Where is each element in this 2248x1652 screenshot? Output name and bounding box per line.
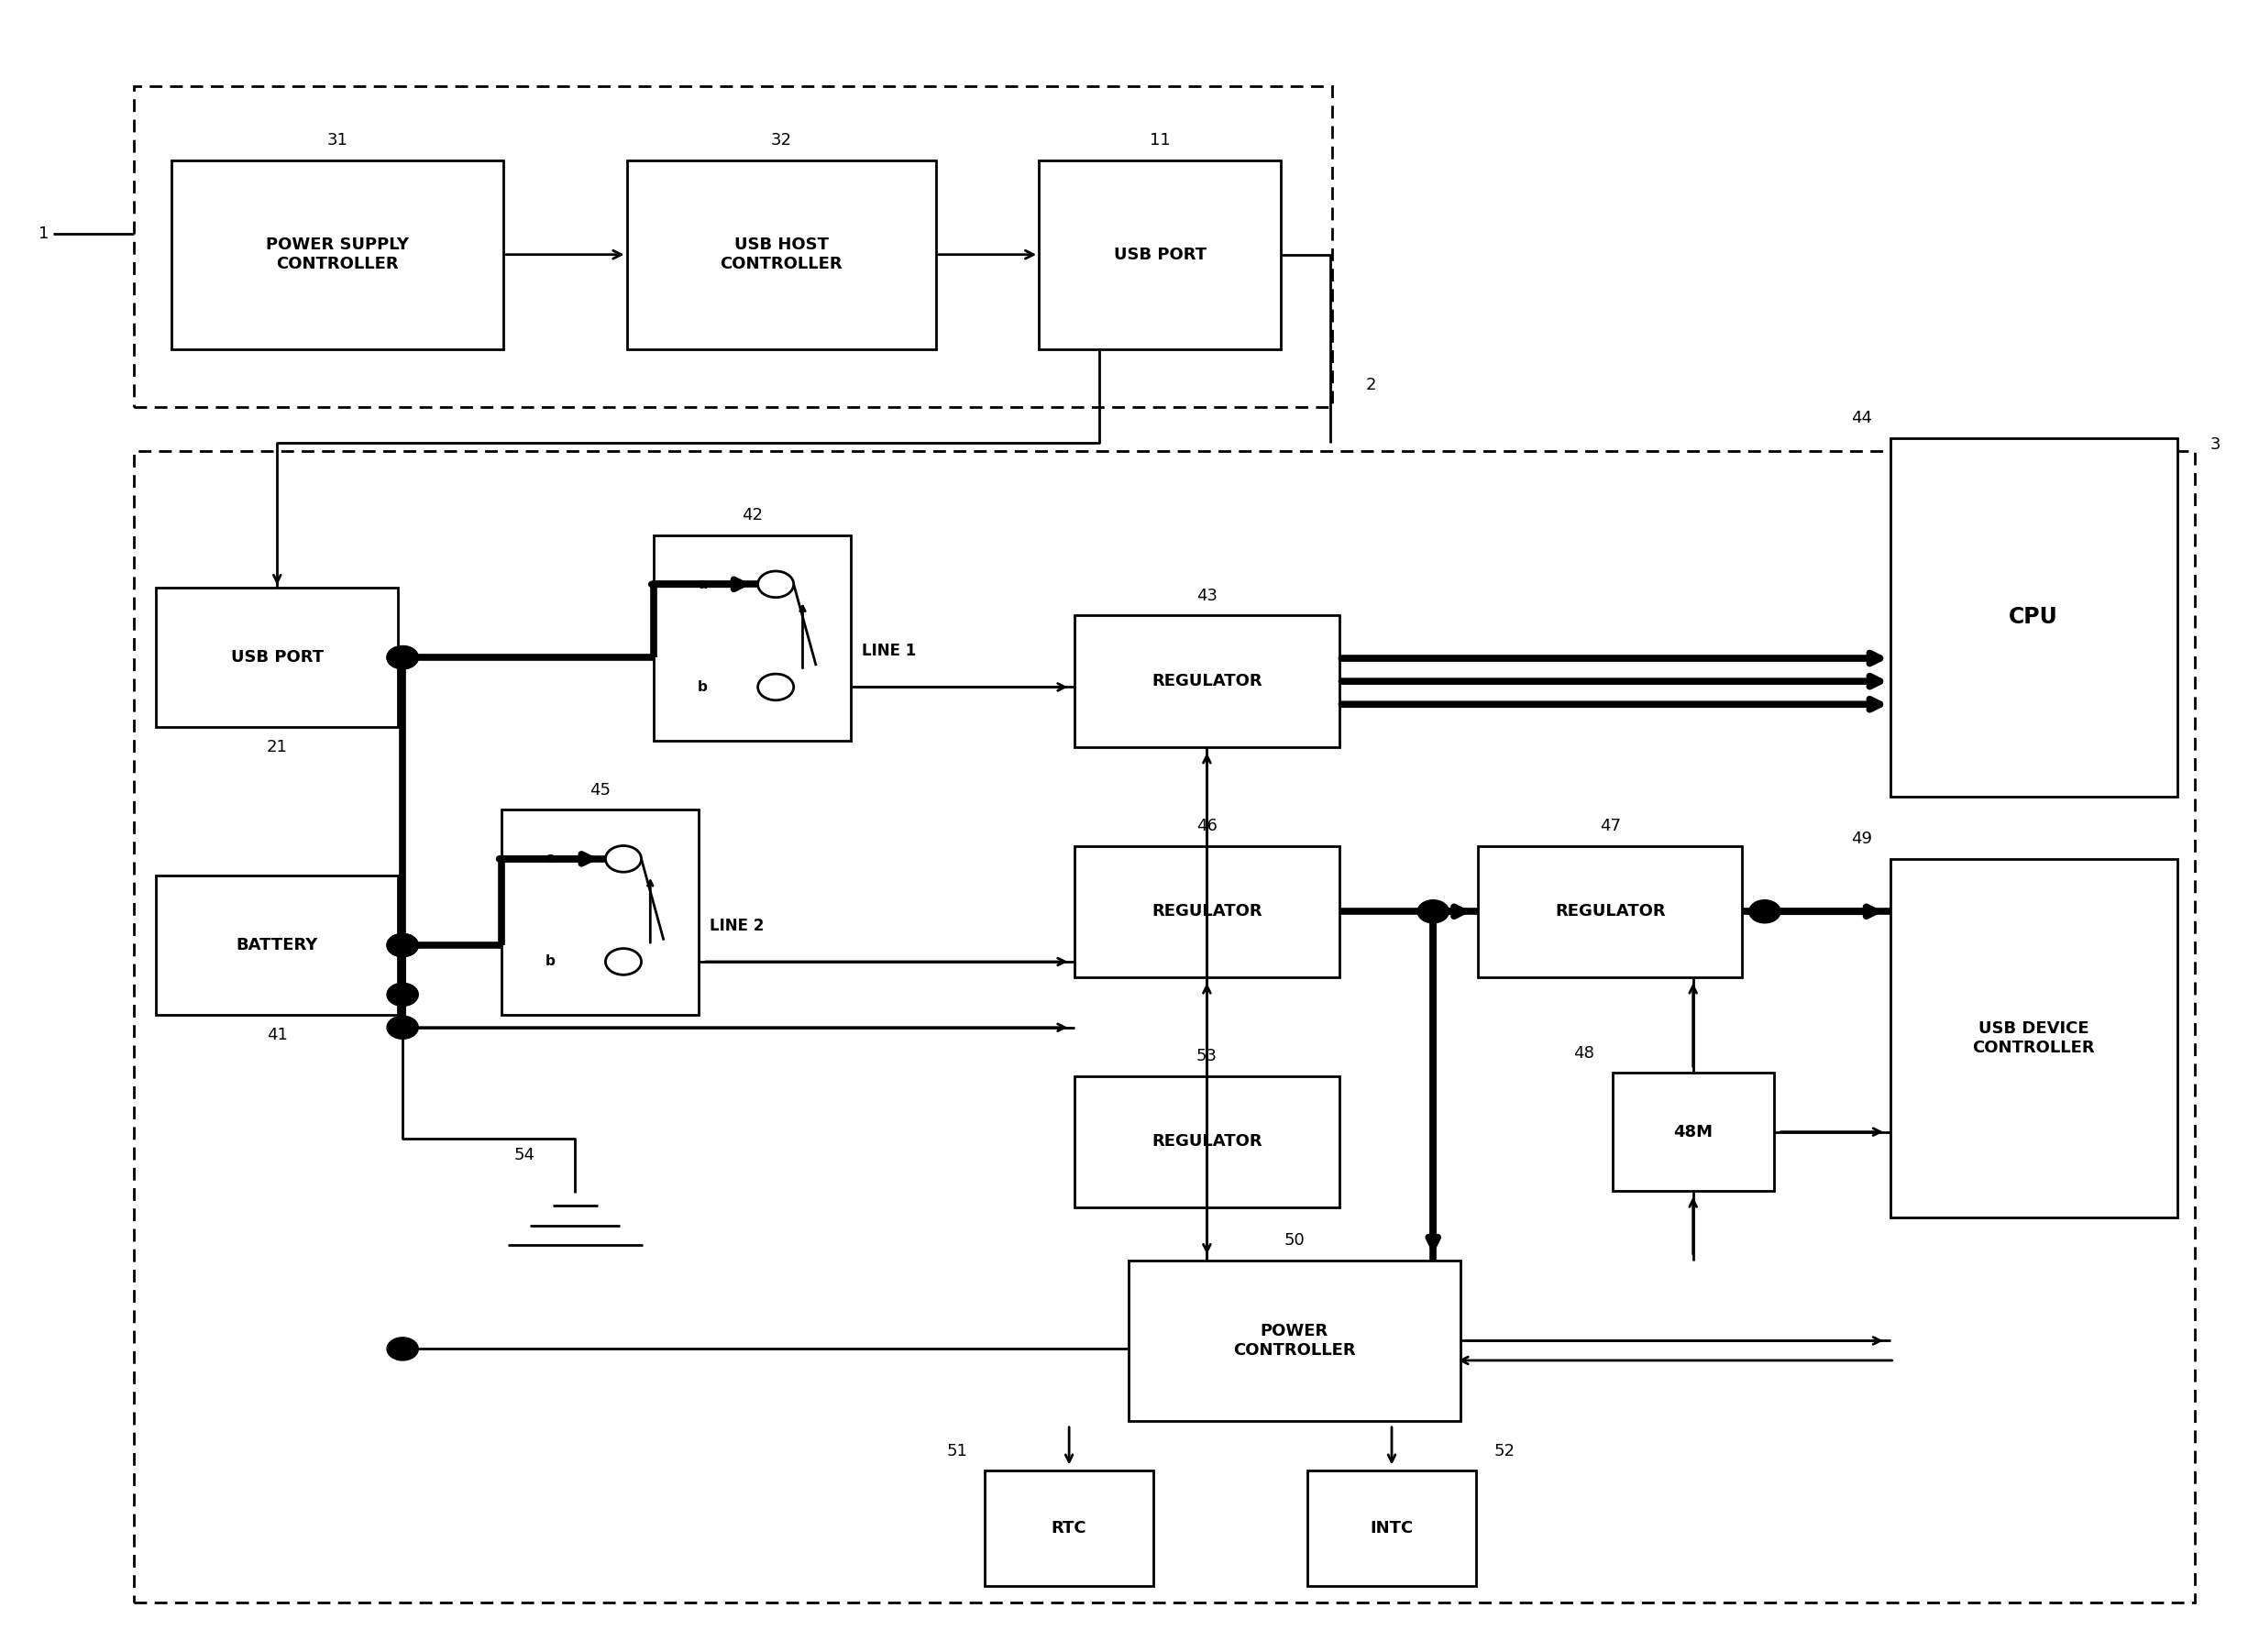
FancyBboxPatch shape (627, 160, 935, 349)
Text: 48: 48 (1574, 1044, 1594, 1061)
Text: 53: 53 (1196, 1047, 1218, 1064)
Text: CPU: CPU (2010, 606, 2059, 628)
Text: 44: 44 (1850, 410, 1873, 426)
Circle shape (387, 983, 418, 1006)
FancyBboxPatch shape (1891, 859, 2176, 1218)
Text: REGULATOR: REGULATOR (1151, 904, 1261, 920)
FancyBboxPatch shape (1075, 616, 1340, 747)
Circle shape (605, 948, 641, 975)
Text: USB DEVICE
CONTROLLER: USB DEVICE CONTROLLER (1971, 1021, 2095, 1056)
Circle shape (758, 572, 794, 598)
Text: LINE 2: LINE 2 (710, 917, 764, 933)
Circle shape (387, 933, 418, 957)
Text: 21: 21 (268, 738, 288, 755)
Circle shape (387, 1016, 418, 1039)
Text: INTC: INTC (1369, 1520, 1414, 1536)
Text: 42: 42 (742, 507, 762, 524)
Circle shape (605, 846, 641, 872)
Text: REGULATOR: REGULATOR (1151, 672, 1261, 689)
Text: USB PORT: USB PORT (232, 649, 324, 666)
Text: USB PORT: USB PORT (1113, 246, 1207, 263)
Text: 51: 51 (946, 1442, 967, 1459)
Text: USB HOST
CONTROLLER: USB HOST CONTROLLER (719, 236, 843, 273)
FancyBboxPatch shape (501, 809, 699, 1014)
Circle shape (387, 646, 418, 669)
Text: REGULATOR: REGULATOR (1151, 1133, 1261, 1150)
FancyBboxPatch shape (1075, 1075, 1340, 1208)
Text: 47: 47 (1601, 818, 1621, 834)
FancyBboxPatch shape (171, 160, 504, 349)
Circle shape (1418, 900, 1450, 923)
Text: 32: 32 (771, 132, 791, 149)
Text: POWER SUPPLY
CONTROLLER: POWER SUPPLY CONTROLLER (265, 236, 409, 273)
Circle shape (387, 1338, 418, 1360)
Text: REGULATOR: REGULATOR (1556, 904, 1666, 920)
FancyBboxPatch shape (155, 588, 398, 727)
FancyBboxPatch shape (985, 1470, 1153, 1586)
Text: 2: 2 (1367, 377, 1376, 393)
FancyBboxPatch shape (1308, 1470, 1475, 1586)
Text: POWER
CONTROLLER: POWER CONTROLLER (1232, 1323, 1356, 1358)
Text: 48M: 48M (1673, 1123, 1713, 1140)
Text: 1: 1 (38, 226, 49, 243)
Text: RTC: RTC (1052, 1520, 1086, 1536)
FancyBboxPatch shape (155, 876, 398, 1014)
Circle shape (387, 646, 418, 669)
FancyBboxPatch shape (654, 535, 850, 740)
Text: LINE 1: LINE 1 (861, 643, 917, 659)
Text: 41: 41 (268, 1026, 288, 1042)
FancyBboxPatch shape (1612, 1072, 1774, 1191)
FancyBboxPatch shape (1477, 846, 1742, 978)
FancyBboxPatch shape (1128, 1260, 1459, 1421)
FancyBboxPatch shape (1075, 846, 1340, 978)
Text: 54: 54 (515, 1146, 535, 1163)
Circle shape (758, 674, 794, 700)
Text: 52: 52 (1493, 1442, 1515, 1459)
Text: 45: 45 (589, 781, 609, 798)
Text: a: a (546, 852, 555, 866)
Text: BATTERY: BATTERY (236, 937, 319, 953)
Circle shape (387, 933, 418, 957)
Circle shape (1749, 900, 1780, 923)
Text: a: a (699, 578, 708, 591)
FancyBboxPatch shape (1039, 160, 1281, 349)
Text: 3: 3 (2210, 436, 2221, 453)
Text: 50: 50 (1284, 1232, 1304, 1249)
Text: b: b (546, 955, 555, 968)
Text: 43: 43 (1196, 588, 1218, 605)
Text: 11: 11 (1149, 132, 1171, 149)
Text: 49: 49 (1850, 831, 1873, 847)
Text: 31: 31 (328, 132, 348, 149)
FancyBboxPatch shape (1891, 438, 2176, 796)
Text: b: b (697, 681, 708, 694)
Text: 46: 46 (1196, 818, 1218, 834)
